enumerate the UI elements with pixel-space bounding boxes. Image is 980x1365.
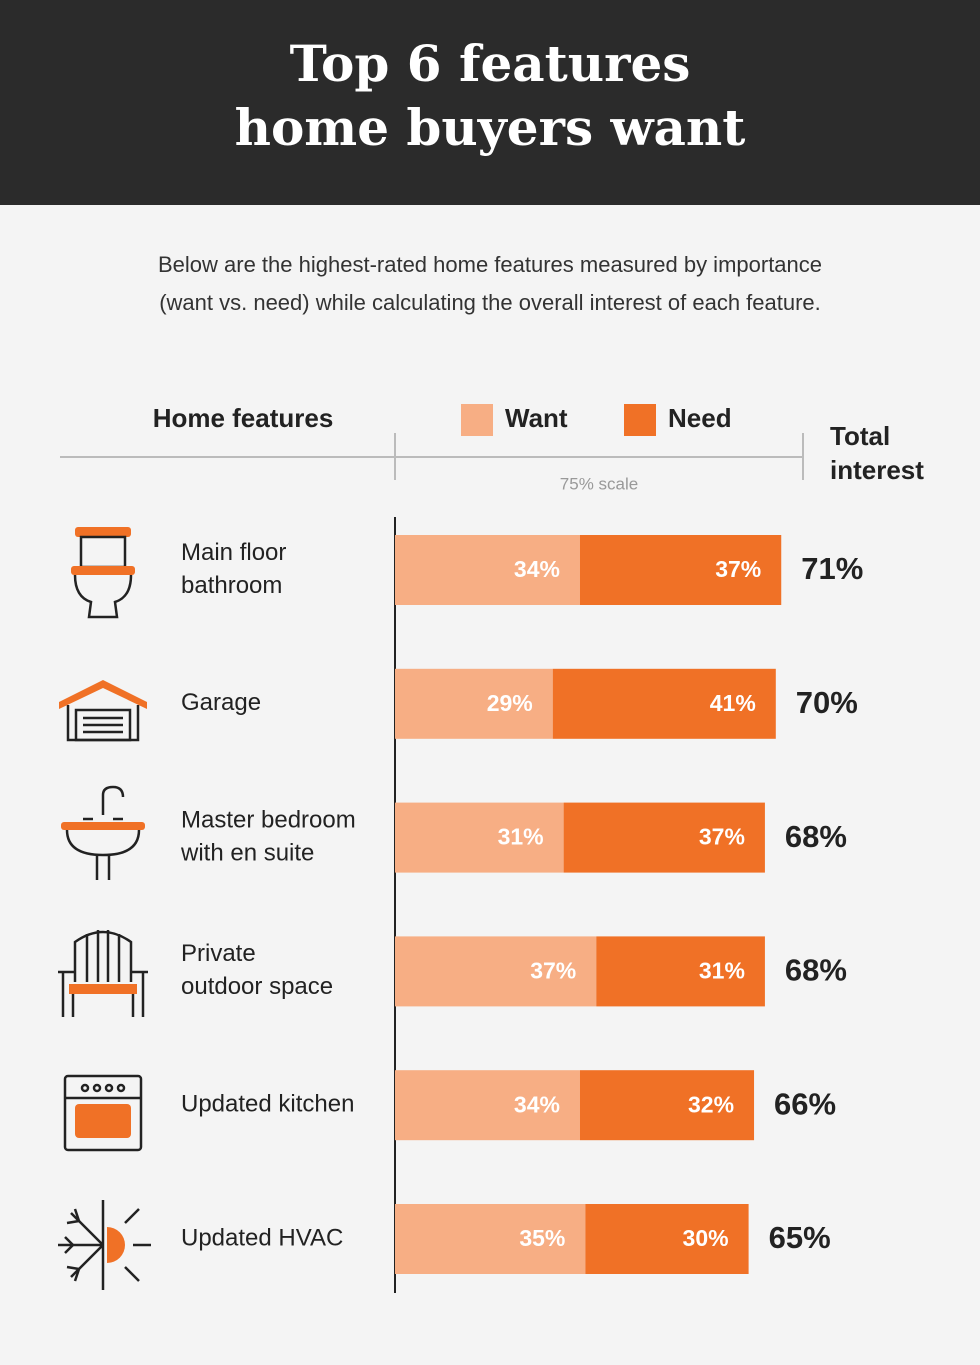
sink-icon (61, 785, 145, 880)
segment-label: 34% (514, 1091, 560, 1117)
bar-segment (579, 535, 782, 605)
bar-segment (585, 1204, 749, 1274)
total-label: 65% (769, 1220, 831, 1255)
total-label: 68% (785, 953, 847, 988)
bar-segment (395, 1070, 580, 1141)
total-label: 68% (785, 819, 847, 854)
category-label: Private (181, 940, 256, 967)
category-label: outdoor space (181, 973, 333, 1000)
segment-label: 31% (498, 824, 544, 850)
segment-label: 31% (699, 957, 745, 983)
segment-label: 35% (519, 1225, 565, 1251)
segment-label: 37% (715, 556, 761, 582)
header-band (0, 0, 980, 205)
category-label: bathroom (181, 572, 282, 599)
bar-segment (395, 936, 597, 1007)
chair-icon (58, 930, 148, 1017)
total-label: 70% (796, 685, 858, 720)
category-label: with en suite (180, 839, 314, 866)
total-label: 66% (774, 1086, 836, 1121)
legend-swatch (624, 404, 656, 436)
bar-segment (579, 1070, 755, 1141)
hvac-icon (58, 1200, 151, 1290)
bar-segment (395, 668, 553, 739)
segment-label: 29% (487, 690, 533, 716)
oven-icon (63, 1074, 143, 1152)
garage-icon (59, 680, 147, 742)
segment-label: 32% (688, 1091, 734, 1117)
scale-note: 75% scale (560, 474, 638, 493)
subtitle-line: Below are the highest-rated home feature… (158, 252, 822, 277)
total-header: interest (830, 455, 924, 485)
legend-label: Need (668, 403, 732, 433)
category-label: Updated kitchen (181, 1091, 354, 1118)
segment-label: 41% (710, 690, 756, 716)
bar-segment (395, 535, 580, 605)
category-label: Main floor (181, 539, 286, 566)
category-header: Home features (153, 403, 334, 433)
segment-label: 30% (683, 1225, 729, 1251)
bar-segment (395, 1204, 586, 1274)
title-line: Top 6 features (290, 34, 691, 93)
toilet-icon (71, 527, 135, 619)
segment-label: 34% (514, 556, 560, 582)
total-header: Total (830, 421, 890, 451)
category-label: Updated HVAC (181, 1224, 343, 1251)
legend-swatch (461, 404, 493, 436)
bar-segment (395, 802, 564, 873)
segment-label: 37% (699, 824, 745, 850)
bar-segment (596, 936, 765, 1007)
title-line: home buyers want (235, 98, 746, 157)
bar-segment (552, 668, 776, 739)
category-label: Master bedroom (181, 806, 356, 833)
subtitle-line: (want vs. need) while calculating the ov… (159, 290, 821, 315)
category-label: Garage (181, 689, 261, 716)
bar-segment (563, 802, 765, 873)
icons (58, 527, 151, 1290)
total-label: 71% (801, 551, 863, 586)
legend-label: Want (505, 403, 568, 433)
segment-label: 37% (530, 957, 576, 983)
